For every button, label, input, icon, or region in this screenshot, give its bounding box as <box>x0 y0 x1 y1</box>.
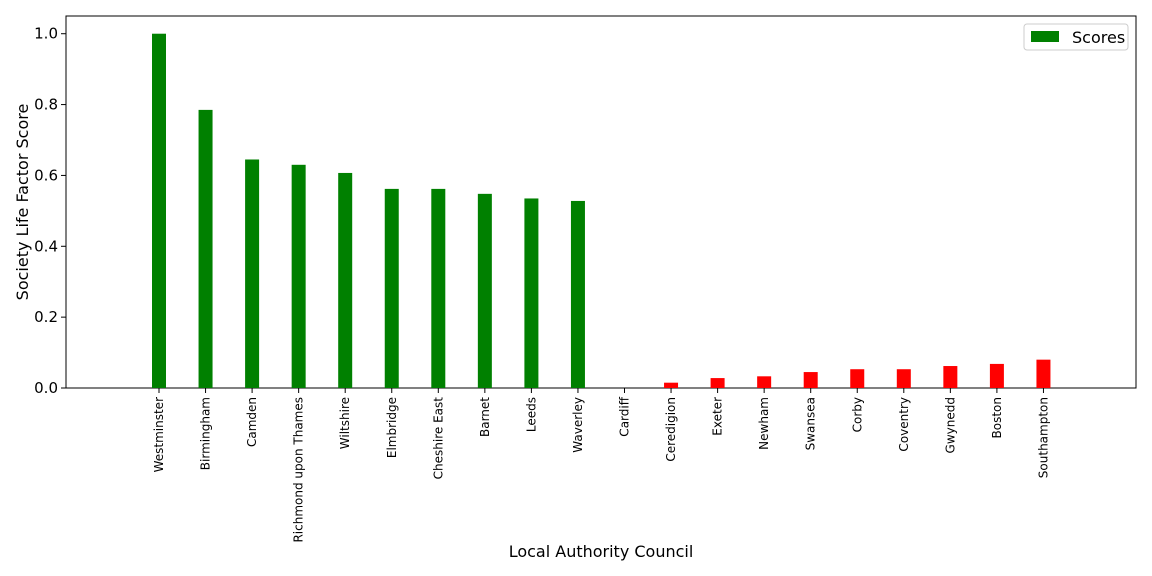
x-tick-label: Exeter <box>711 397 725 436</box>
x-tick-label: Cheshire East <box>431 397 445 480</box>
bar-leeds <box>524 198 539 388</box>
bar-birmingham <box>198 109 213 388</box>
y-axis-ticks: 0.0 0.2 0.4 0.6 0.8 1.0 <box>34 25 66 397</box>
x-tick-label: Coventry <box>897 397 911 452</box>
legend-swatch <box>1031 31 1059 42</box>
legend-box <box>1023 23 1129 51</box>
bar-boston <box>989 363 1004 388</box>
bar-elmbridge <box>384 188 399 388</box>
x-tick-label: Richmond upon Thames <box>292 397 306 543</box>
x-axis-label: Local Authority Council <box>509 542 694 561</box>
x-tick-label: Cardiff <box>618 396 632 436</box>
bar-corby <box>850 369 865 388</box>
bar-camden <box>245 159 260 388</box>
bars-group <box>152 33 1051 389</box>
y-tick-label: 0.0 <box>34 379 58 397</box>
x-tick-label: Newham <box>757 397 771 450</box>
y-tick-label: 1.0 <box>34 25 58 43</box>
bar-richmond-upon-thames <box>291 164 306 388</box>
plot-area <box>65 15 1137 389</box>
legend: Scores <box>1023 23 1129 51</box>
x-tick-label: Birmingham <box>199 397 213 470</box>
x-tick-label: Southampton <box>1036 397 1050 478</box>
bar-westminster <box>152 33 166 389</box>
bar-cheshire-east <box>431 188 446 388</box>
bar-southampton <box>1036 359 1051 388</box>
x-tick-label: Ceredigion <box>664 397 678 462</box>
bar-gwynedd <box>943 366 958 388</box>
x-tick-label: Swansea <box>804 397 818 450</box>
x-tick-label: Barnet <box>478 397 492 437</box>
bar-newham <box>757 376 772 388</box>
x-axis-ticks: Westminster Birmingham Camden Richmond upon… <box>152 388 1050 543</box>
x-tick-label: Camden <box>245 397 259 447</box>
bar-barnet <box>477 193 492 388</box>
x-tick-label: Gwynedd <box>943 397 957 453</box>
y-tick-label: 0.2 <box>34 308 58 326</box>
bar-waverley <box>570 200 585 388</box>
y-tick-label: 0.8 <box>34 96 58 114</box>
bar-wiltshire <box>338 172 353 388</box>
bar-swansea <box>803 372 818 388</box>
bar-exeter <box>710 378 725 388</box>
x-tick-label: Westminster <box>152 397 166 472</box>
legend-label-scores: Scores <box>1072 28 1125 47</box>
y-tick-label: 0.4 <box>34 237 58 255</box>
bar-coventry <box>896 369 911 388</box>
x-tick-label: Boston <box>990 397 1004 438</box>
y-tick-label: 0.6 <box>34 166 58 184</box>
x-tick-label: Leeds <box>524 397 538 432</box>
x-tick-label: Corby <box>850 397 864 432</box>
bar-ceredigion <box>664 382 679 388</box>
x-tick-label: Elmbridge <box>385 397 399 458</box>
x-tick-label: Waverley <box>571 397 585 453</box>
x-tick-label: Wiltshire <box>338 397 352 449</box>
y-axis-label: Society Life Factor Score <box>13 104 32 301</box>
